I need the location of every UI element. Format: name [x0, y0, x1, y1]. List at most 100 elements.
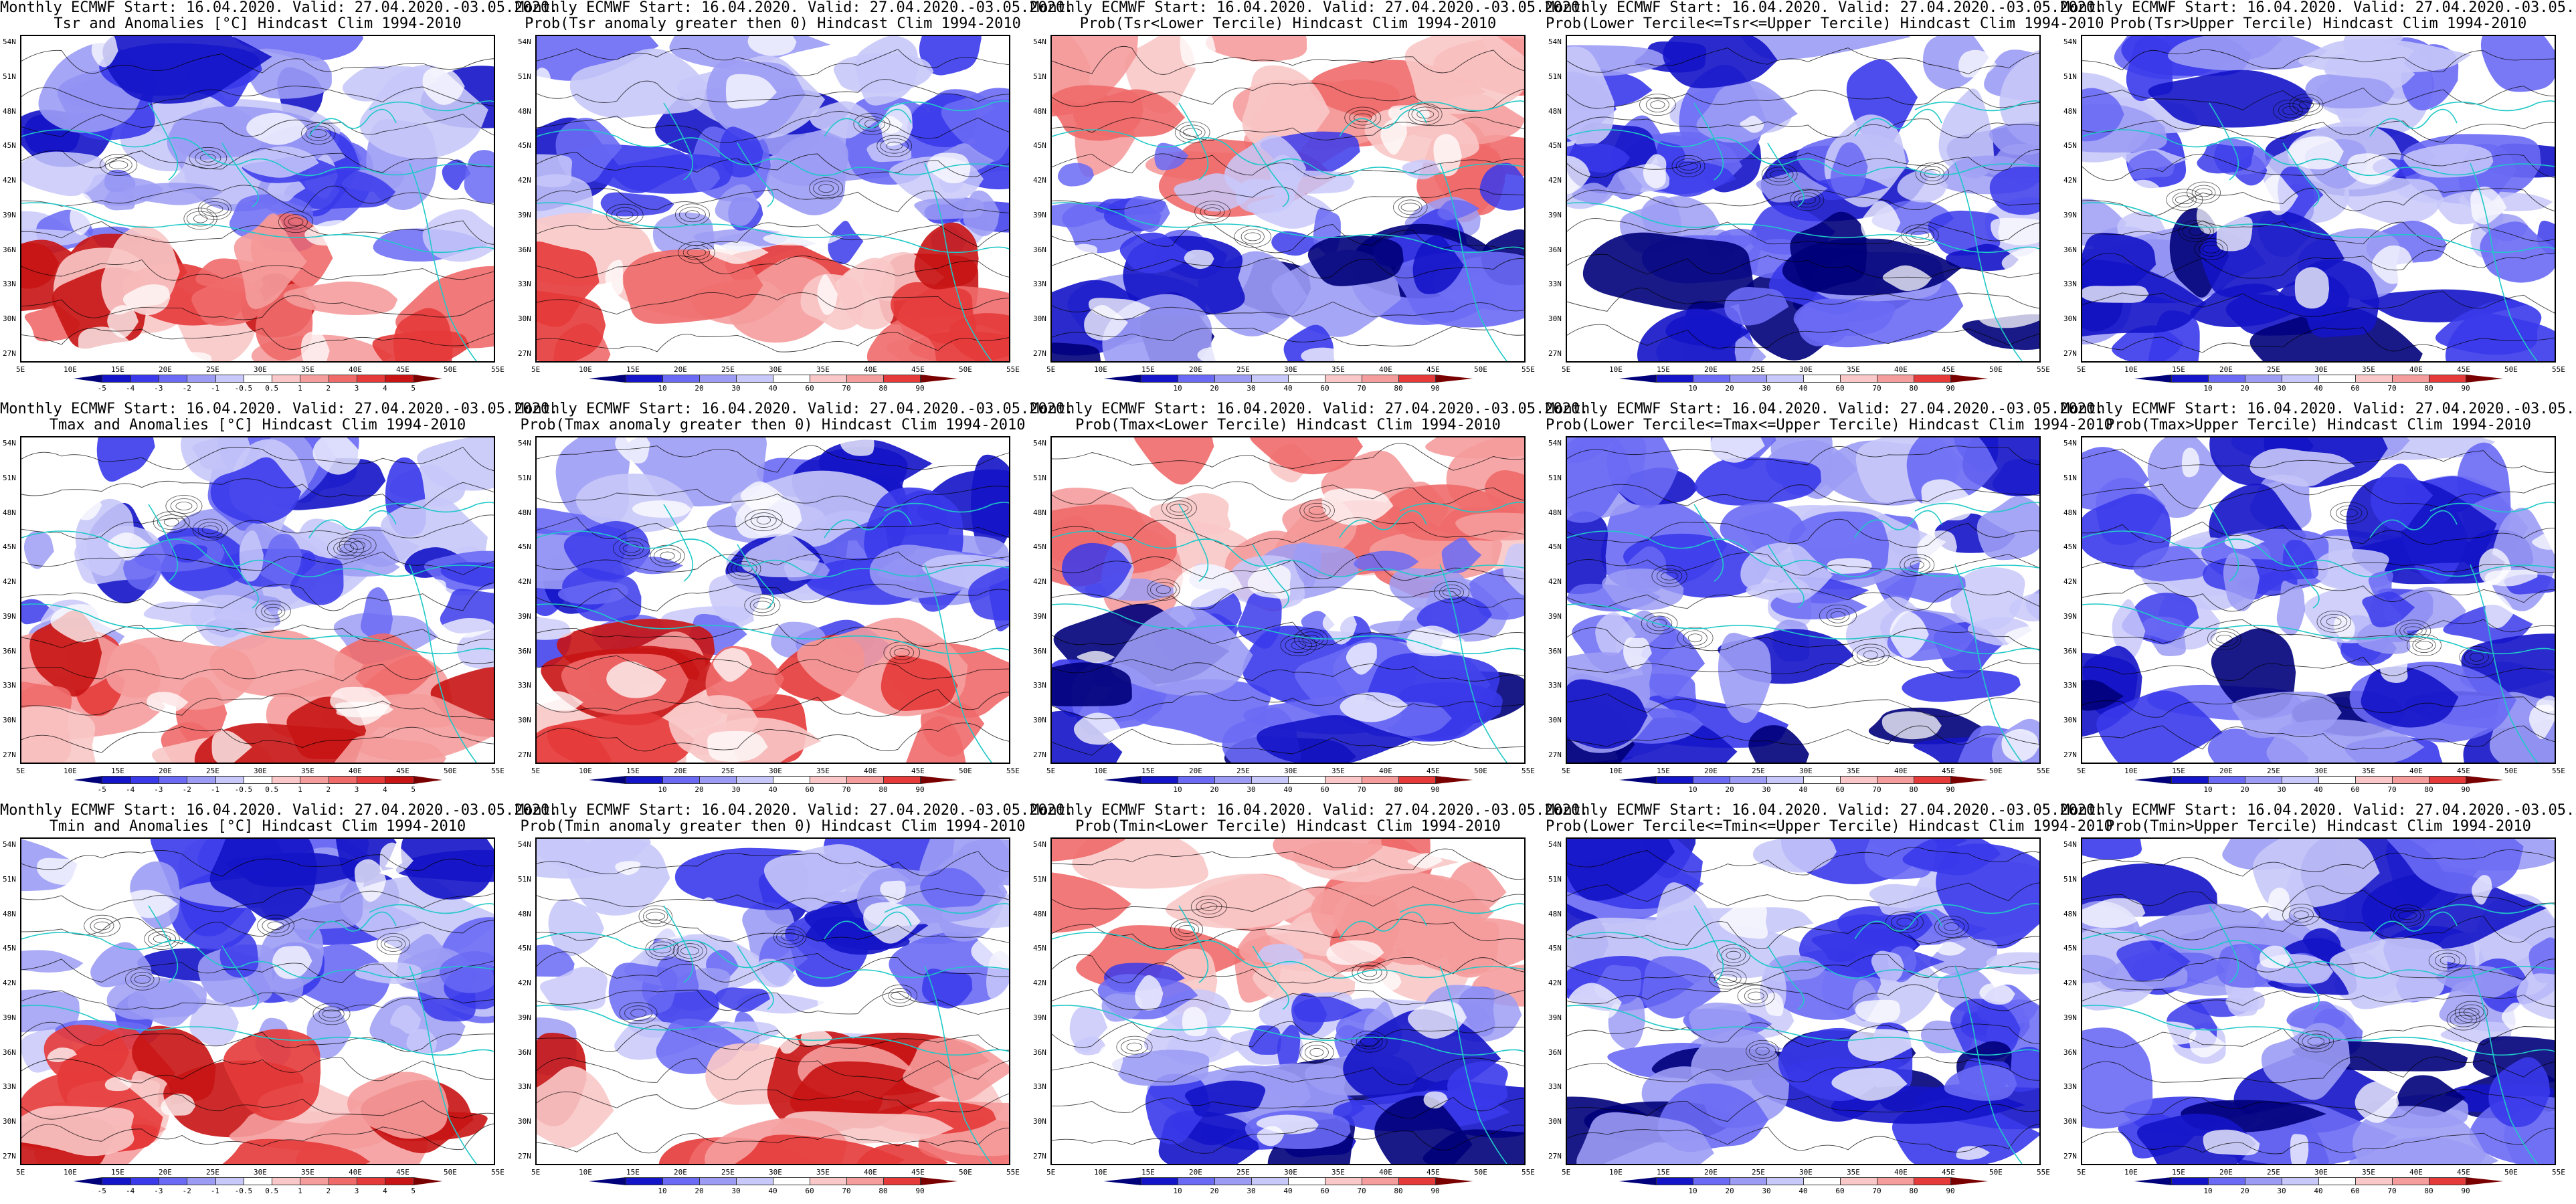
colorbar-cell	[357, 375, 386, 383]
longitude-label: 5E	[1562, 767, 1571, 775]
longitude-label: 25E	[206, 365, 219, 374]
colorbar-cell	[1141, 375, 1178, 383]
longitude-label: 10E	[1094, 767, 1107, 775]
longitude-label: 55E	[1522, 1168, 1535, 1177]
colorbar-tick-label: -3	[154, 1187, 163, 1195]
colorbar-cell	[385, 1177, 414, 1185]
colorbar-cell	[215, 375, 244, 383]
longitude-label: 45E	[396, 1168, 409, 1177]
colorbar-cell	[1914, 375, 1951, 383]
longitude-label: 35E	[2362, 1168, 2375, 1177]
map-frame	[1050, 35, 1526, 363]
latitude-label: 27N	[2063, 349, 2077, 358]
colorbar-cell	[1141, 776, 1178, 784]
colorbar-tick-label: 3	[354, 384, 359, 393]
longitude-label: 10E	[2124, 1168, 2138, 1177]
colorbar-cell	[1619, 1177, 1657, 1185]
longitude-label: 50E	[959, 365, 972, 374]
colorbar-cell	[2318, 1177, 2356, 1185]
latitude-label: 27N	[518, 1152, 531, 1161]
latitude-label: 33N	[518, 681, 531, 690]
colorbar-tick-label: 20	[695, 384, 704, 393]
latitude-label: 45N	[1033, 944, 1046, 953]
latitude-label: 30N	[1033, 314, 1046, 324]
longitude-label: 55E	[2037, 1168, 2050, 1177]
panel-title: Monthly ECMWF Start: 16.04.2020. Valid: …	[2061, 802, 2576, 835]
latitude-label: 51N	[3, 72, 16, 81]
latitude-label: 48N	[2063, 909, 2077, 918]
latitude-label: 48N	[2063, 106, 2077, 116]
longitude-label: 45E	[1942, 365, 1955, 374]
longitude-label: 15E	[1657, 767, 1670, 775]
colorbar-cell	[626, 776, 663, 784]
latitude-label: 45N	[1033, 141, 1046, 150]
colorbar: 10 20 30 40 60 70 80 90	[589, 776, 957, 794]
colorbar-cell	[1803, 375, 1841, 383]
colorbar-cell	[1435, 375, 1473, 383]
longitude-label: 40E	[2409, 365, 2423, 374]
colorbar-cell	[1141, 1177, 1178, 1185]
latitude-label: 39N	[1548, 210, 1562, 219]
latitude-label: 45N	[518, 944, 531, 953]
colorbar-tick-label: 5	[411, 384, 416, 393]
colorbar-cell	[920, 776, 957, 784]
latitude-label: 54N	[3, 37, 16, 46]
longitude-label: 35E	[1847, 1168, 1860, 1177]
longitude-label: 20E	[159, 767, 172, 775]
longitude-label: 10E	[64, 767, 77, 775]
colorbar-cell	[2245, 375, 2282, 383]
latitude-label: 36N	[1548, 245, 1562, 254]
longitude-label: 10E	[1094, 1168, 1107, 1177]
panel-title: Monthly ECMWF Start: 16.04.2020. Valid: …	[1030, 0, 1589, 32]
colorbar-tick-label: 40	[768, 1187, 777, 1195]
map-panel-tsr-prob-middle: Monthly ECMWF Start: 16.04.2020. Valid: …	[1546, 0, 2104, 401]
longitude-label: 30E	[2314, 1168, 2328, 1177]
colorbar-cell	[187, 375, 216, 383]
latitude-label: 48N	[1548, 909, 1562, 918]
longitude-label: 55E	[491, 767, 504, 775]
colorbar-tick-label: 20	[1725, 785, 1734, 794]
latitude-label: 36N	[518, 245, 531, 254]
longitude-label: 45E	[1427, 1168, 1440, 1177]
latitude-label: 51N	[3, 874, 16, 884]
colorbar-cell	[2429, 375, 2466, 383]
colorbar-tick-label: 10	[1688, 1187, 1697, 1195]
latitude-label: 33N	[2063, 1082, 2077, 1092]
longitude-label: 30E	[1284, 767, 1297, 775]
colorbar-cell	[2171, 1177, 2209, 1185]
colorbar-cell	[413, 375, 442, 383]
map-panel-tmin-prob-positive: Monthly ECMWF Start: 16.04.2020. Valid: …	[515, 803, 1073, 1204]
colorbar-tick-label: 10	[1688, 785, 1697, 794]
longitude-label: 20E	[674, 767, 687, 775]
longitude-label: 40E	[1894, 767, 1908, 775]
longitude-label: 5E	[531, 767, 541, 775]
colorbar: 10 20 30 40 60 70 80 90	[1619, 776, 1988, 794]
colorbar-tick-label: 70	[1872, 1187, 1881, 1195]
panel-title: Monthly ECMWF Start: 16.04.2020. Valid: …	[0, 401, 559, 433]
colorbar-cell	[699, 776, 737, 784]
colorbar-cell	[1950, 1177, 1988, 1185]
latitude-label: 45N	[3, 542, 16, 552]
colorbar-tick-label: 20	[1210, 1187, 1219, 1195]
colorbar-cell	[2171, 375, 2209, 383]
map-panel-tsr-prob-lower: Monthly ECMWF Start: 16.04.2020. Valid: …	[1030, 0, 1589, 401]
colorbar-cell	[243, 375, 273, 383]
colorbar-tick-label: 70	[1357, 384, 1366, 393]
colorbar-cell	[626, 1177, 663, 1185]
latitude-label: 39N	[3, 210, 16, 219]
colorbar-tick-label: 90	[1431, 1187, 1440, 1195]
colorbar-cell	[662, 1177, 700, 1185]
shaded-field	[21, 36, 494, 361]
colorbar-cell	[883, 776, 921, 784]
colorbar-cell	[1398, 375, 1436, 383]
colorbar-tick-label: 60	[1835, 384, 1845, 393]
colorbar-tick-label: 2	[326, 785, 331, 794]
colorbar-cell	[773, 776, 810, 784]
colorbar-tick-label: 60	[2351, 384, 2360, 393]
colorbar-tick-label: -0.5	[234, 1187, 253, 1195]
latitude-label: 54N	[518, 439, 531, 447]
longitude-label: 40E	[1379, 1168, 1392, 1177]
map-panel-tmax-prob-positive: Monthly ECMWF Start: 16.04.2020. Valid: …	[515, 401, 1073, 803]
latitude-label: 33N	[518, 280, 531, 289]
colorbar-cell	[1656, 375, 1693, 383]
